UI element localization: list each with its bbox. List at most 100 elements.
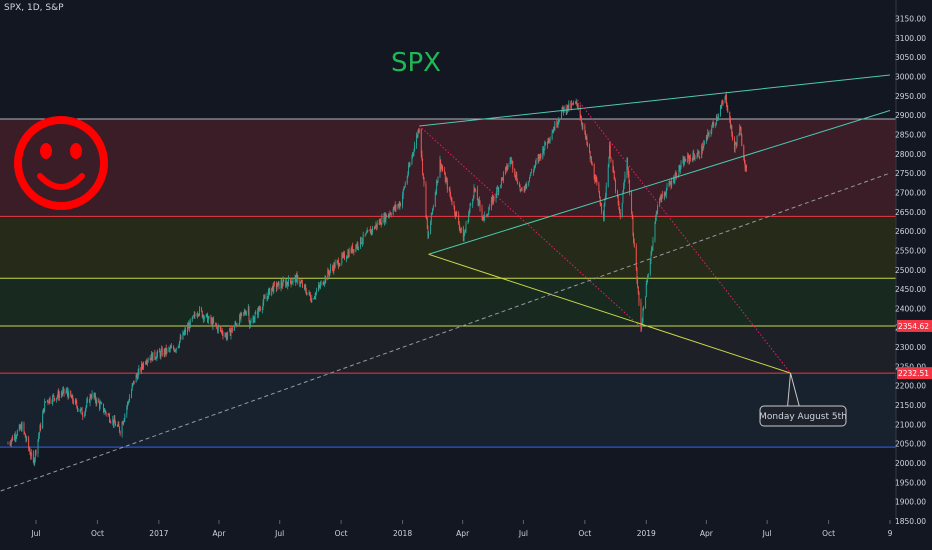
candle <box>169 347 170 353</box>
time-axis[interactable]: Jul Oct 2017 Apr Jul Oct 2018 Apr Jul Oct 2019 Apr J… <box>30 520 893 538</box>
candle <box>450 191 452 200</box>
candle <box>257 306 259 318</box>
candle <box>250 317 252 323</box>
candle <box>272 283 274 293</box>
trendline-5[interactable] <box>0 172 891 507</box>
candle <box>141 361 142 375</box>
candle <box>707 129 709 140</box>
candle <box>372 225 373 235</box>
candle <box>339 262 341 267</box>
candle <box>689 154 691 162</box>
time-tick-label: Jul <box>30 529 40 538</box>
candle <box>254 312 256 323</box>
candle <box>255 310 257 315</box>
candle <box>235 320 237 327</box>
candle <box>411 154 413 166</box>
candle <box>414 141 416 152</box>
candle <box>638 290 640 306</box>
candle <box>371 229 373 236</box>
price-tag-label: 2354.62 <box>898 322 929 331</box>
candle <box>573 100 574 106</box>
price-tick-label: 2200.00 <box>895 382 926 391</box>
candle <box>378 219 380 226</box>
candle <box>520 188 522 193</box>
candle <box>149 354 151 361</box>
candle <box>595 174 596 183</box>
trendline-1[interactable] <box>428 110 891 255</box>
candle <box>290 281 292 288</box>
candle <box>25 434 27 443</box>
candle <box>504 167 506 176</box>
candle <box>637 276 639 289</box>
candle <box>62 387 64 397</box>
candle <box>259 305 261 312</box>
candle <box>394 204 396 211</box>
candle <box>601 203 602 215</box>
symbol-header[interactable]: SPX, 1D, S&P <box>4 3 64 13</box>
candle <box>390 212 392 218</box>
candle <box>113 415 115 428</box>
candle <box>482 214 484 221</box>
candle <box>666 182 668 191</box>
candle <box>267 288 269 300</box>
time-tick-label: Jul <box>274 529 284 538</box>
candle <box>61 392 63 397</box>
candle <box>386 214 387 218</box>
candle <box>58 391 60 401</box>
candle <box>324 274 326 285</box>
smiley-icon[interactable] <box>14 116 108 210</box>
price-tick-label: 2150.00 <box>895 401 926 410</box>
candle <box>217 323 219 334</box>
candle <box>739 126 741 131</box>
candle <box>34 449 36 463</box>
candle <box>314 292 316 300</box>
candle <box>739 123 741 136</box>
candle <box>117 421 119 427</box>
horizontal-levels[interactable] <box>0 118 896 448</box>
trendlines[interactable] <box>0 74 891 508</box>
candle <box>84 408 86 417</box>
candle <box>404 181 406 188</box>
price-tick-label: 2000.00 <box>895 459 926 468</box>
candle <box>127 401 129 406</box>
candle <box>570 100 572 109</box>
callout-label: Monday August 5th <box>759 412 847 422</box>
candle <box>291 281 293 283</box>
candle <box>575 101 576 105</box>
candle <box>51 399 53 405</box>
callout-box <box>759 405 847 427</box>
candle <box>587 142 588 148</box>
date-callout[interactable]: Monday August 5th <box>759 373 847 427</box>
candle <box>497 187 499 196</box>
candle <box>547 137 549 144</box>
candle <box>52 394 54 406</box>
trendline-2[interactable] <box>428 253 791 374</box>
candle <box>500 177 502 189</box>
candle <box>397 203 399 210</box>
chart-title: SPX <box>391 48 441 78</box>
candle <box>145 361 146 365</box>
candle <box>80 407 82 414</box>
smiley-right-eye <box>70 143 82 159</box>
candle <box>135 373 137 383</box>
trendline-3[interactable] <box>418 125 642 328</box>
candle <box>507 163 509 170</box>
candle <box>398 201 400 209</box>
candle <box>57 389 59 398</box>
candle <box>127 401 128 410</box>
candle <box>342 252 344 259</box>
candle <box>464 229 466 237</box>
candle <box>182 330 184 340</box>
candle <box>674 172 676 184</box>
trendline-0[interactable] <box>419 74 891 127</box>
candle <box>434 191 436 208</box>
candle <box>315 287 317 296</box>
candle <box>175 349 177 353</box>
price-tick-label: 2550.00 <box>895 246 926 255</box>
candle <box>552 130 554 134</box>
candle <box>388 212 390 219</box>
candle <box>515 171 517 179</box>
candle <box>281 282 283 289</box>
candle <box>155 356 156 361</box>
